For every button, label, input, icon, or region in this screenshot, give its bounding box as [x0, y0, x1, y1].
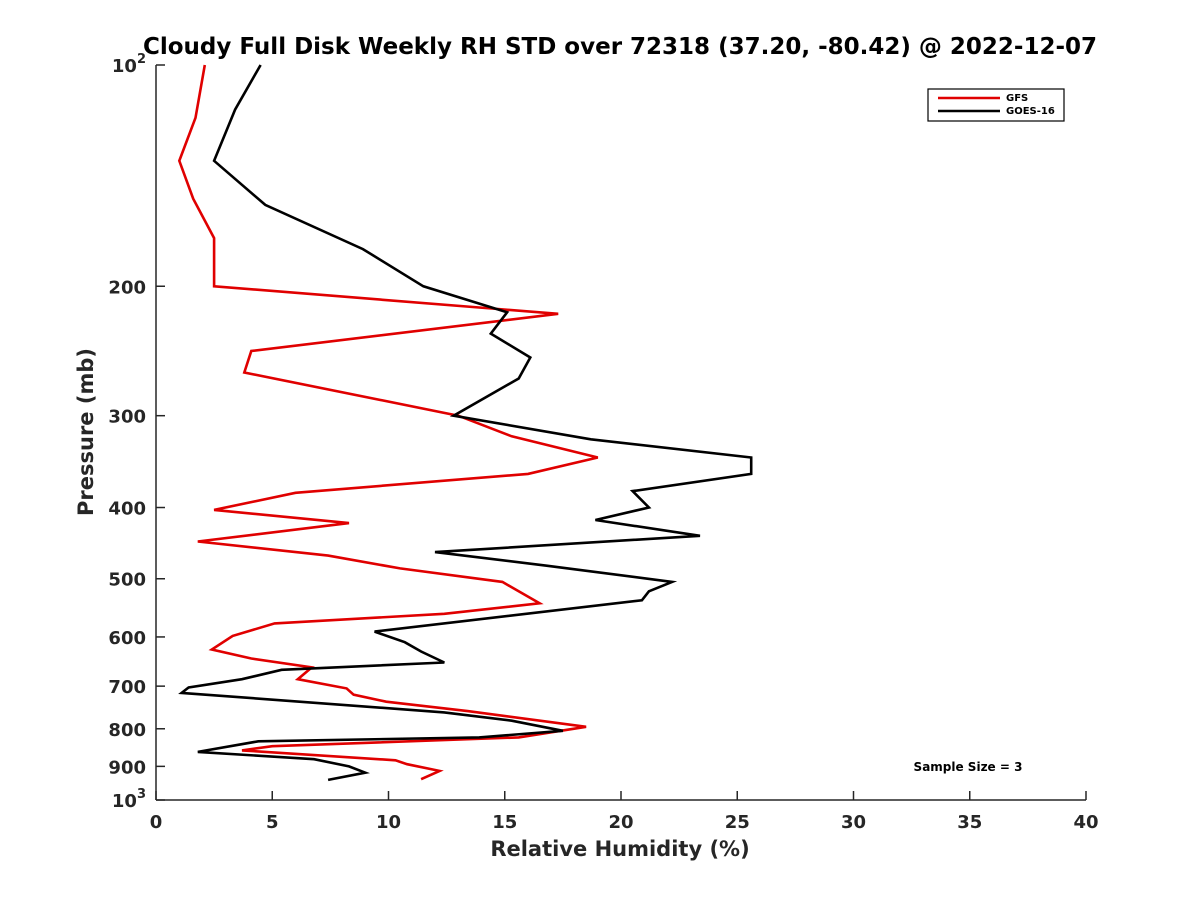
x-axis-label: Relative Humidity (%): [490, 837, 749, 861]
series-line-gfs: [177, 64, 599, 781]
series-layer: [177, 64, 753, 782]
y-tick-label: 500: [108, 570, 146, 591]
x-tick-label: 20: [608, 812, 633, 833]
x-tick-label: 5: [266, 812, 279, 833]
legend-label-goes16: GOES-16: [1006, 106, 1055, 117]
y-axis-label: Pressure (mb): [74, 348, 98, 516]
legend: GFS GOES-16: [927, 88, 1065, 122]
y-tick-label: 800: [108, 720, 146, 741]
x-axis-ticks: 0 5 10 15 20 25 30 35 40: [150, 791, 1099, 833]
y-tick-label: 700: [108, 677, 146, 698]
y-tick-label: 300: [108, 407, 146, 428]
y-tick-label: 102: [112, 52, 146, 77]
y-tick-label: 900: [108, 757, 146, 778]
chart-title: Cloudy Full Disk Weekly RH STD over 7231…: [143, 34, 1097, 60]
y-tick-label: 200: [108, 277, 146, 298]
x-tick-label: 15: [492, 812, 517, 833]
y-tick-label: 600: [108, 628, 146, 649]
sample-size-note: Sample Size = 3: [914, 760, 1023, 774]
y-axis-ticks: 102 200 300 400 500 600 700 800 900 103: [108, 52, 165, 812]
y-tick-label: 103: [112, 787, 146, 812]
legend-label-gfs: GFS: [1006, 93, 1028, 104]
x-tick-label: 0: [150, 812, 163, 833]
series-line-goes16: [178, 64, 753, 782]
y-tick-label: 400: [108, 499, 146, 520]
legend-box: [927, 88, 1065, 122]
x-tick-label: 40: [1073, 812, 1098, 833]
x-tick-label: 10: [376, 812, 401, 833]
x-tick-label: 35: [957, 812, 982, 833]
x-tick-label: 25: [725, 812, 750, 833]
x-tick-label: 30: [841, 812, 866, 833]
